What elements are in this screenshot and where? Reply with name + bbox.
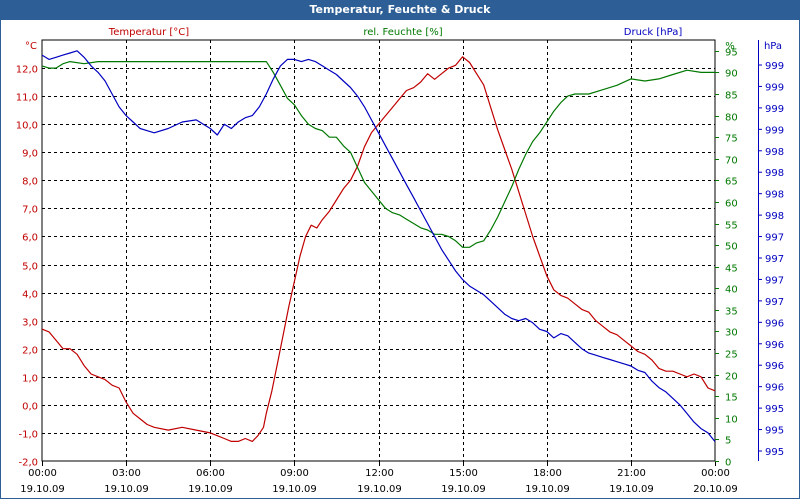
chart-canvas: -2,0 -1,0 0,0 1,0 2,0 3,0 4,0 5,0 6,0 7,0 8,0 9,0 10… bbox=[16, 27, 784, 495]
pressure-tick-label: 999 bbox=[765, 61, 784, 72]
x-tick-time-label: 00:00 bbox=[28, 468, 57, 479]
temperature-tick-label: 4,0 bbox=[22, 290, 38, 301]
humidity-tick-label: 95 bbox=[725, 48, 738, 59]
temperature-tick-label: 3,0 bbox=[22, 318, 38, 329]
temperature-tick-label: 11,0 bbox=[16, 93, 38, 104]
temperature-unit-label: °C bbox=[25, 41, 37, 52]
humidity-tick-label: 20 bbox=[725, 372, 738, 383]
pressure-tick-label: 995 bbox=[765, 404, 784, 415]
pressure-tick-label: 997 bbox=[765, 254, 784, 265]
temperature-tick-label: 7,0 bbox=[22, 205, 38, 216]
temperature-tick-label: 5,0 bbox=[22, 262, 38, 273]
temperature-tick-label: 9,0 bbox=[22, 149, 38, 160]
x-tick-time-label: 12:00 bbox=[365, 468, 394, 479]
x-tick-time-label: 03:00 bbox=[112, 468, 141, 479]
temperature-series-line bbox=[41, 56, 716, 442]
x-tick-date-label: 19.10.09 bbox=[441, 484, 486, 495]
pressure-tick-label: 997 bbox=[765, 297, 784, 308]
temperature-tick-label: 10,0 bbox=[16, 121, 38, 132]
x-tick-date-label: 19.10.09 bbox=[357, 484, 402, 495]
humidity-tick-label: 30 bbox=[725, 328, 738, 339]
temperature-tick-label: 1,0 bbox=[22, 374, 38, 385]
temperature-tick-label: 12,0 bbox=[16, 65, 38, 76]
pressure-tick-label: 998 bbox=[765, 168, 784, 179]
humidity-tick-label: 45 bbox=[725, 264, 738, 275]
pressure-tick-label: 998 bbox=[765, 147, 784, 158]
x-tick-date-label: 19.10.09 bbox=[104, 484, 149, 495]
pressure-tick-label: 995 bbox=[765, 447, 784, 458]
humidity-tick-label: 25 bbox=[725, 350, 738, 361]
pressure-tick-label: 996 bbox=[765, 318, 784, 329]
humidity-series-line bbox=[41, 60, 715, 248]
pressure-tick-label: 998 bbox=[765, 190, 784, 201]
humidity-tick-label: 85 bbox=[725, 91, 738, 102]
temperature-tick-label: -1,0 bbox=[18, 430, 38, 441]
pressure-tick-label: 996 bbox=[765, 361, 784, 372]
humidity-tick-label: 35 bbox=[725, 307, 738, 318]
temperature-tick-label: 0,0 bbox=[22, 402, 38, 413]
x-tick-date-label: 19.10.09 bbox=[525, 484, 570, 495]
pressure-tick-label: 997 bbox=[765, 275, 784, 286]
x-tick-time-label: 06:00 bbox=[196, 468, 225, 479]
humidity-tick-label: 70 bbox=[725, 156, 738, 167]
x-tick-date-label: 19.10.09 bbox=[20, 484, 65, 495]
temperature-tick-label: 2,0 bbox=[22, 346, 38, 357]
x-tick-time-label: 15:00 bbox=[449, 468, 478, 479]
pressure-tick-label: 996 bbox=[765, 340, 784, 351]
humidity-tick-label: 50 bbox=[725, 242, 738, 253]
humidity-tick-label: 15 bbox=[725, 393, 738, 404]
humidity-tick-label: 80 bbox=[725, 113, 738, 124]
temperature-series-title: Temperatur [°C] bbox=[108, 27, 189, 38]
chart-title: Temperatur, Feuchte & Druck bbox=[309, 3, 491, 16]
temperature-tick-label: 8,0 bbox=[22, 177, 38, 188]
x-tick-time-label: 09:00 bbox=[280, 468, 309, 479]
x-tick-time-label: 21:00 bbox=[617, 468, 646, 479]
pressure-tick-label: 997 bbox=[765, 233, 784, 244]
pressure-tick-label: 996 bbox=[765, 383, 784, 394]
chart-title-bar: Temperatur, Feuchte & Druck bbox=[0, 0, 800, 20]
chart-frame: -2,0 -1,0 0,0 1,0 2,0 3,0 4,0 5,0 6,0 7,0 8,0 9,0 10… bbox=[0, 20, 800, 499]
pressure-series-line bbox=[41, 50, 716, 442]
humidity-tick-label: 55 bbox=[725, 221, 738, 232]
temperature-tick-label: 6,0 bbox=[22, 233, 38, 244]
pressure-tick-label: 999 bbox=[765, 104, 784, 115]
x-tick-date-label: 19.10.09 bbox=[609, 484, 654, 495]
pressure-tick-label: 998 bbox=[765, 211, 784, 222]
x-tick-date-label: 19.10.09 bbox=[188, 484, 233, 495]
x-tick-date-label: 20.10.09 bbox=[693, 484, 738, 495]
humidity-tick-label: 60 bbox=[725, 199, 738, 210]
pressure-series-title: Druck [hPa] bbox=[624, 27, 683, 38]
pressure-tick-label: 999 bbox=[765, 125, 784, 136]
humidity-tick-label: 0 bbox=[725, 458, 731, 469]
pressure-tick-label: 995 bbox=[765, 426, 784, 437]
humidity-tick-label: 40 bbox=[725, 285, 738, 296]
temperature-tick-label: -2,0 bbox=[18, 458, 38, 469]
x-tick-date-label: 19.10.09 bbox=[272, 484, 317, 495]
x-tick-time-label: 18:00 bbox=[533, 468, 562, 479]
x-tick-time-label: 00:00 bbox=[701, 468, 730, 479]
humidity-tick-label: 75 bbox=[725, 134, 738, 145]
humidity-tick-label: 10 bbox=[725, 415, 738, 426]
humidity-series-title: rel. Feuchte [%] bbox=[363, 27, 442, 38]
plot-area bbox=[41, 39, 716, 462]
pressure-tick-label: 999 bbox=[765, 82, 784, 93]
humidity-unit-label: % bbox=[725, 41, 735, 52]
humidity-tick-label: 90 bbox=[725, 69, 738, 80]
humidity-tick-label: 65 bbox=[725, 177, 738, 188]
humidity-tick-label: 5 bbox=[725, 436, 731, 447]
pressure-unit-label: hPa bbox=[764, 41, 782, 52]
